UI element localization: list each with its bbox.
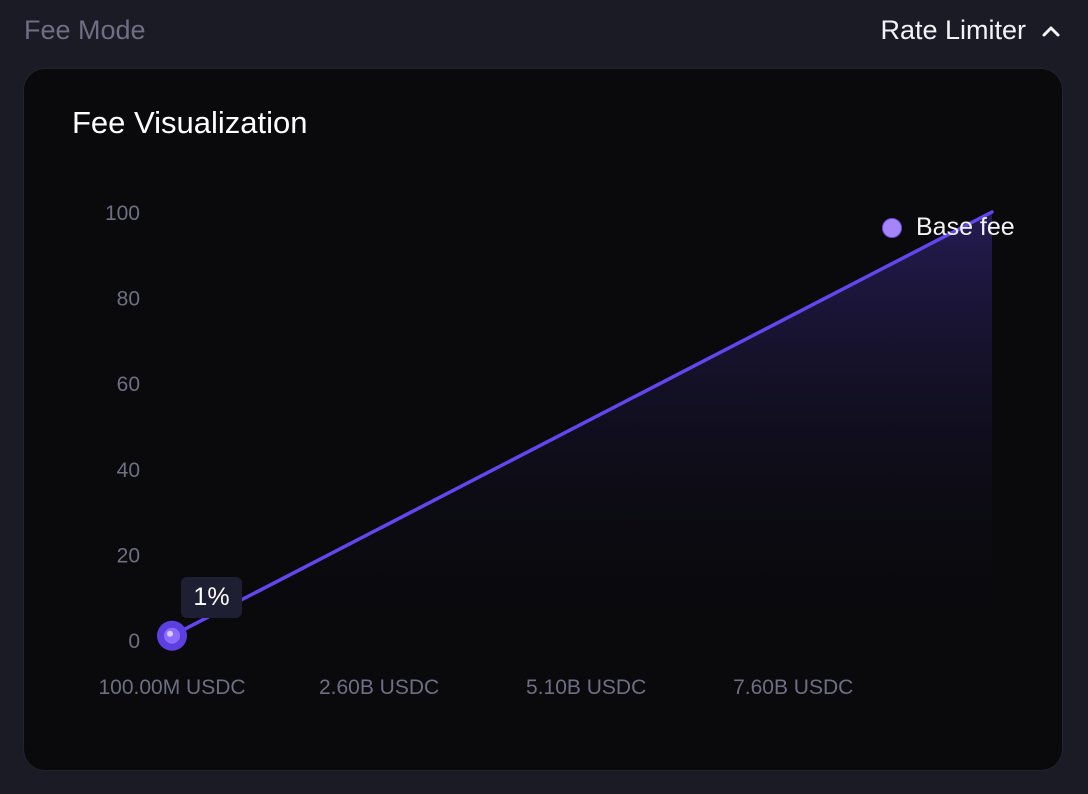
y-tick-label: 40 (117, 459, 140, 482)
rate-limiter-toggle[interactable]: Rate Limiter (880, 15, 1062, 46)
fee-mode-header: Fee Mode Rate Limiter (0, 0, 1088, 66)
chart-legend[interactable]: Base fee (882, 213, 1015, 242)
rate-limiter-label: Rate Limiter (880, 15, 1026, 45)
fee-mode-label: Fee Mode (24, 15, 146, 45)
x-tick-label: 2.60B USDC (319, 676, 439, 699)
legend-label-base-fee: Base fee (916, 213, 1015, 241)
card-title: Fee Visualization (72, 105, 308, 140)
y-tick-label: 100 (105, 202, 140, 225)
y-tick-label: 80 (117, 288, 140, 311)
y-tick-label: 20 (117, 544, 140, 567)
y-tick-label: 60 (117, 373, 140, 396)
highlighted-point-shine (167, 630, 173, 637)
y-tick-label: 0 (128, 630, 140, 653)
x-tick-label: 100.00M USDC (98, 676, 245, 699)
series-line-base-fee (170, 210, 994, 638)
point-tooltip: 1% (181, 577, 242, 618)
x-tick-label: 7.60B USDC (733, 676, 853, 699)
legend-dot-base-fee (882, 217, 902, 238)
x-tick-label: 5.10B USDC (526, 676, 646, 699)
chevron-up-icon (1040, 20, 1062, 42)
